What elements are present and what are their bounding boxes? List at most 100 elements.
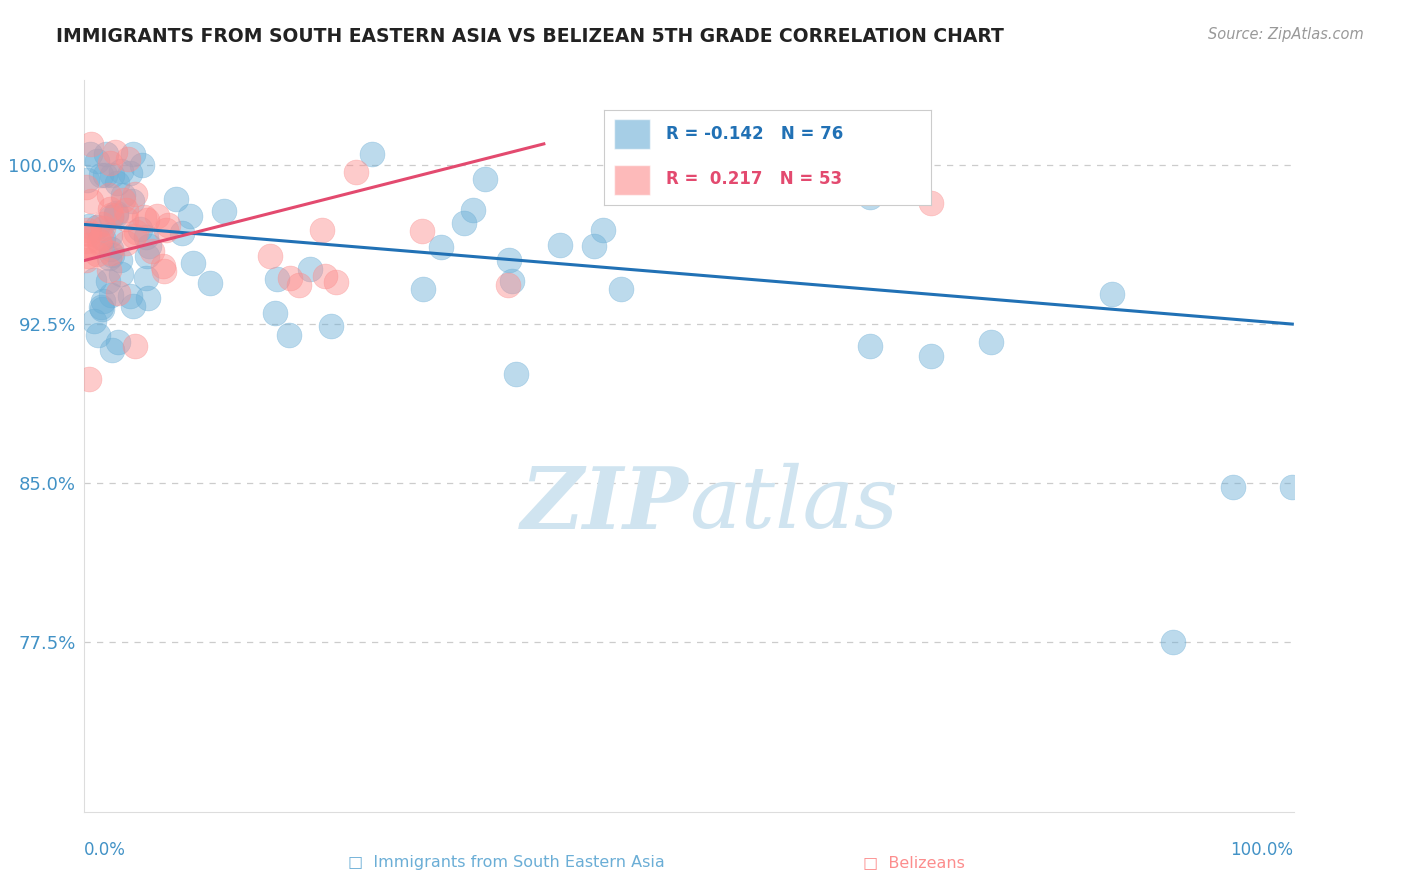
Point <box>100 248 122 262</box>
Text: ZIP: ZIP <box>522 463 689 546</box>
Point <box>314 268 336 283</box>
Point <box>115 236 138 251</box>
Point <box>98 228 121 243</box>
Point <box>108 253 131 268</box>
Point <box>98 187 121 202</box>
Text: 0.0%: 0.0% <box>84 841 127 859</box>
Point <box>75 179 97 194</box>
Point <box>152 259 174 273</box>
Point <box>135 249 157 263</box>
Point <box>122 229 145 244</box>
Point <box>121 194 143 208</box>
Text: □  Belizeans: □ Belizeans <box>863 855 965 870</box>
Point <box>136 213 159 227</box>
Text: atlas: atlas <box>689 463 898 546</box>
Point <box>87 234 110 248</box>
Point <box>91 301 114 316</box>
Point <box>90 217 112 231</box>
Point <box>136 291 159 305</box>
Text: 100.0%: 100.0% <box>1230 841 1294 859</box>
Point <box>344 165 367 179</box>
Point <box>138 239 160 253</box>
Point <box>259 249 281 263</box>
Point <box>76 223 98 237</box>
Point <box>79 147 101 161</box>
Point <box>83 314 105 328</box>
Text: IMMIGRANTS FROM SOUTH EASTERN ASIA VS BELIZEAN 5TH GRADE CORRELATION CHART: IMMIGRANTS FROM SOUTH EASTERN ASIA VS BE… <box>56 27 1004 45</box>
Point <box>859 339 882 353</box>
Point <box>98 155 121 169</box>
Point <box>141 244 163 259</box>
Point <box>278 328 301 343</box>
Point <box>76 234 98 248</box>
Point <box>93 168 115 182</box>
Point <box>125 225 148 239</box>
Point <box>87 327 110 342</box>
Text: □  Immigrants from South Eastern Asia: □ Immigrants from South Eastern Asia <box>347 855 665 870</box>
Point <box>321 318 343 333</box>
Point <box>80 194 103 209</box>
Point <box>157 218 180 232</box>
Point <box>920 349 942 363</box>
Point <box>498 252 520 267</box>
Point <box>264 305 287 319</box>
Point <box>474 172 496 186</box>
Point <box>77 219 100 233</box>
Point <box>129 221 152 235</box>
Point <box>77 372 100 386</box>
Point <box>165 192 187 206</box>
Point <box>501 274 523 288</box>
Point <box>100 208 122 222</box>
Point <box>86 246 108 260</box>
Point <box>146 209 169 223</box>
Point <box>91 293 114 308</box>
Point <box>101 168 124 182</box>
Point <box>97 274 120 288</box>
Point <box>110 267 132 281</box>
Point <box>105 205 128 219</box>
Point <box>181 256 204 270</box>
Point <box>212 204 235 219</box>
Point <box>610 282 633 296</box>
Point <box>77 227 100 241</box>
Point <box>920 196 942 211</box>
Point <box>288 278 311 293</box>
Point <box>1281 480 1303 494</box>
Point <box>1222 480 1244 494</box>
Point <box>132 210 155 224</box>
Point <box>200 277 222 291</box>
Point <box>100 287 122 301</box>
Point <box>135 271 157 285</box>
Text: Source: ZipAtlas.com: Source: ZipAtlas.com <box>1208 27 1364 42</box>
Point <box>859 190 882 204</box>
Point <box>80 136 103 151</box>
Point <box>311 223 333 237</box>
Point <box>101 343 124 357</box>
Point <box>94 147 117 161</box>
Point <box>111 193 134 207</box>
Point <box>114 202 136 217</box>
Point <box>1161 635 1184 649</box>
Point <box>77 249 100 263</box>
Point <box>91 230 114 244</box>
Point <box>131 158 153 172</box>
Point <box>75 252 97 267</box>
Point <box>105 208 128 222</box>
Point <box>112 188 135 202</box>
Point <box>110 164 132 178</box>
Point <box>76 238 98 252</box>
Point <box>100 246 122 260</box>
Point <box>105 176 128 190</box>
Point <box>453 216 475 230</box>
Point <box>115 211 138 226</box>
Point <box>90 231 112 245</box>
Point <box>121 299 143 313</box>
Point <box>430 239 453 253</box>
Point <box>299 262 322 277</box>
Point <box>100 243 122 257</box>
Point <box>90 169 112 183</box>
Point <box>93 221 115 235</box>
Point <box>97 252 120 266</box>
Point <box>412 282 434 296</box>
Point <box>107 286 129 301</box>
